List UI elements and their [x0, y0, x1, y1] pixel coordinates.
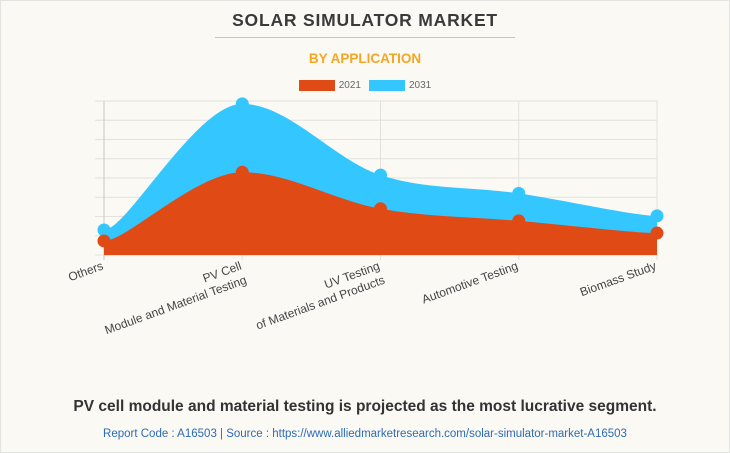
x-tick-label-line: Automotive Testing [420, 259, 520, 307]
data-point-2021-3 [512, 214, 526, 228]
legend-swatch-2031 [369, 80, 405, 91]
chart-caption: PV cell module and material testing is p… [73, 398, 657, 415]
legend-item-2021[interactable]: 2021 [298, 80, 361, 91]
data-point-2031-1 [235, 97, 249, 111]
x-tick-label-line: Others [66, 259, 105, 284]
data-point-2031-2 [374, 168, 387, 182]
data-point-2021-2 [374, 202, 387, 216]
x-tick-label: Biomass Study [578, 259, 658, 300]
x-tick-label: Automotive Testing [420, 259, 520, 307]
title-divider [215, 37, 515, 38]
data-point-2021-0 [97, 234, 111, 248]
x-tick-label-line: of Materials and Products [254, 273, 387, 333]
source-link[interactable]: Report Code : A16503 | Source : https://… [103, 428, 627, 440]
data-point-2021-4 [650, 226, 664, 240]
legend-label-2021: 2021 [338, 80, 361, 91]
data-point-2031-0 [97, 223, 111, 237]
data-point-2021-1 [235, 165, 249, 179]
x-tick-label: Others [66, 259, 105, 284]
legend-item-2031[interactable]: 2031 [369, 80, 431, 91]
chart-title: SOLAR SIMULATOR MARKET [232, 10, 498, 30]
legend: 2021 2031 [0, 80, 730, 91]
x-tick-label-line: Module and Material Testing [103, 273, 249, 337]
x-tick-label-line: Biomass Study [578, 259, 658, 300]
data-point-2031-4 [650, 209, 664, 223]
chart-subtitle: BY APPLICATION [308, 51, 422, 66]
legend-label-2031: 2031 [409, 80, 432, 91]
data-points [97, 97, 664, 248]
legend-swatch-2021 [298, 80, 335, 91]
data-point-2031-3 [512, 186, 526, 200]
